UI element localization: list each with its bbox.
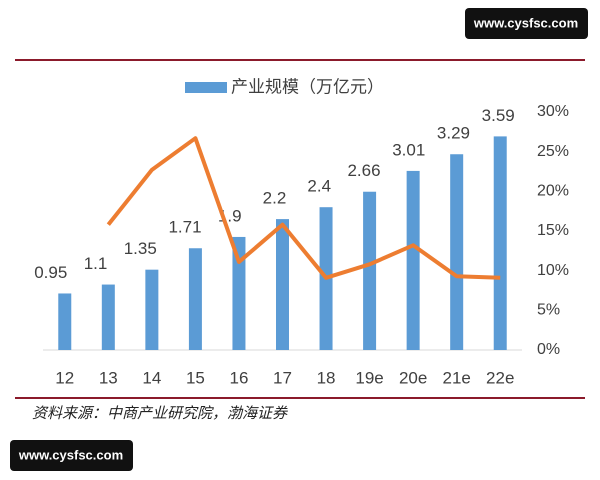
x-tick-label: 18 [317, 368, 336, 387]
growth-line [106, 136, 501, 280]
legend-swatch [185, 82, 227, 93]
watermark-box [465, 8, 588, 39]
bar [493, 136, 507, 350]
y2-tick-label: 10% [537, 262, 569, 279]
source-note: 资料来源：中商产业研究院，渤海证券 [32, 405, 288, 422]
y2-tick-label: 30% [537, 103, 569, 120]
bar-value-label: 1.35 [124, 239, 157, 258]
bar [276, 219, 289, 350]
x-tick-label: 12 [55, 368, 74, 387]
x-tick-label: 13 [99, 368, 118, 387]
y2-tick-label: 5% [537, 302, 560, 319]
bar-value-label: 1.71 [168, 218, 201, 237]
bar-value-label: 3.29 [437, 124, 470, 143]
x-tick-label: 17 [273, 368, 292, 387]
bar [145, 269, 159, 350]
x-tick-label: 15 [186, 368, 205, 387]
bar [450, 154, 464, 350]
legend-label: 产业规模（万亿元） [231, 77, 384, 96]
x-tick-label: 16 [229, 368, 248, 387]
bar [363, 191, 377, 350]
x-tick-label: 20e [399, 368, 427, 387]
bar [406, 170, 420, 350]
bar-value-label: 0.95 [34, 263, 67, 282]
watermark: www.cysfsc.com [473, 15, 578, 30]
watermark: www.cysfsc.com [18, 447, 123, 462]
bar-value-label: 3.59 [482, 106, 515, 125]
watermark-box [10, 440, 133, 471]
x-tick-label: 19e [355, 368, 383, 387]
x-tick-label: 22e [486, 368, 514, 387]
bar-value-label: 2.66 [347, 161, 380, 180]
bar-value-label: 3.01 [392, 140, 425, 159]
bar-value-label: 2.4 [307, 177, 331, 196]
bar [232, 236, 246, 350]
y2-tick-label: 0% [537, 341, 560, 358]
bar-value-label: 1.1 [84, 254, 108, 273]
bar [58, 293, 72, 350]
bar-value-label: 2.2 [263, 189, 287, 208]
x-tick-label: 21e [442, 368, 470, 387]
x-tick-label: 14 [142, 368, 161, 387]
y2-tick-label: 25% [537, 143, 569, 160]
bar [188, 248, 202, 350]
y2-tick-label: 15% [537, 222, 569, 239]
y2-tick-label: 20% [537, 183, 569, 200]
bar [101, 284, 115, 350]
